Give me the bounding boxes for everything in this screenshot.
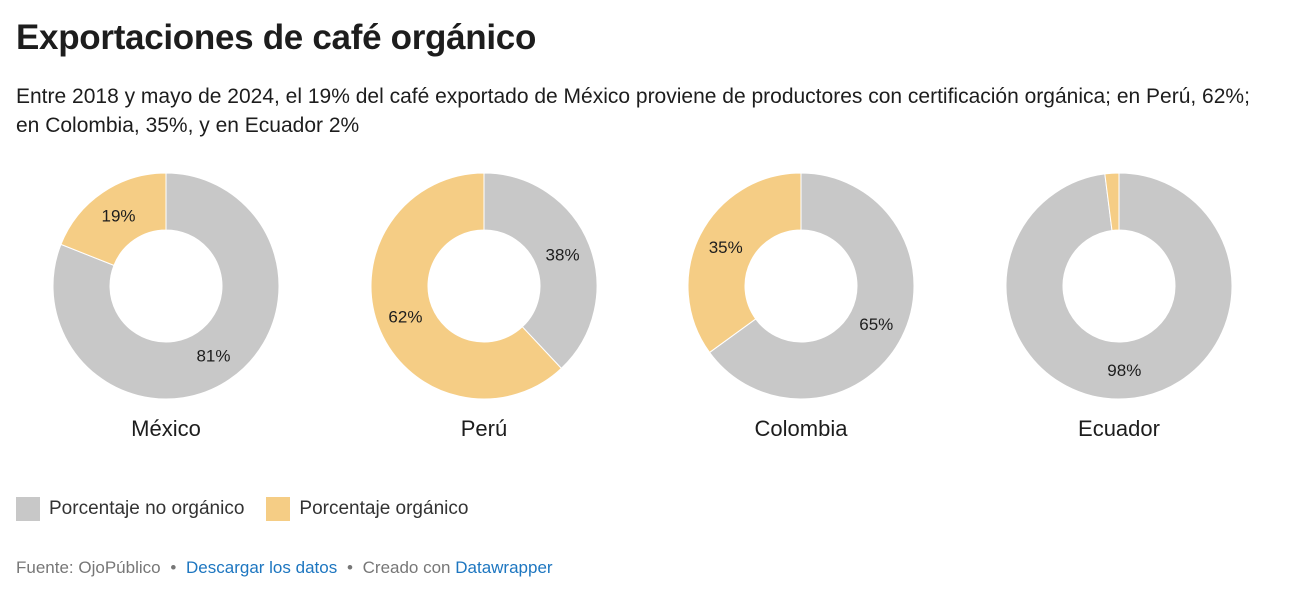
- download-data-link[interactable]: Descargar los datos: [186, 558, 338, 577]
- slice-organico-label: 35%: [709, 238, 743, 257]
- slice-no-organico-label: 65%: [859, 315, 893, 334]
- donut-charts: 81% 19% México 38% 62% Perú 65% 35% Colombia 98% E…: [0, 160, 1290, 460]
- slice-no-organico-label: 81%: [196, 346, 230, 365]
- slice-organico[interactable]: [687, 172, 802, 354]
- legend: Porcentaje no orgánico Porcentaje orgánic…: [16, 497, 490, 521]
- source-text: Fuente: OjoPúblico: [16, 558, 161, 577]
- datawrapper-link[interactable]: Datawrapper: [455, 558, 553, 577]
- donut-chart-4: 98% Ecuador: [979, 160, 1259, 460]
- legend-swatch: [266, 497, 291, 521]
- slice-no-organico[interactable]: [1005, 172, 1233, 400]
- donut-svg: 38% 62%: [370, 172, 598, 400]
- slice-organico[interactable]: [1104, 172, 1120, 232]
- slice-no-organico[interactable]: [708, 172, 915, 400]
- slice-organico-label: 19%: [101, 207, 135, 226]
- legend-swatch: [16, 497, 40, 521]
- footer-separator: •: [170, 558, 177, 577]
- donut-svg: 98%: [1005, 172, 1233, 400]
- chart-title: Exportaciones de café orgánico: [16, 18, 537, 57]
- legend-item-2: Porcentaje orgánico: [266, 497, 468, 521]
- created-with-text: Creado con: [362, 558, 451, 577]
- donut-chart-1: 81% 19% México: [26, 160, 306, 460]
- donut-svg: 81% 19%: [52, 172, 280, 400]
- slice-no-organico-label: 38%: [546, 245, 580, 264]
- slice-organico-label: 62%: [388, 308, 422, 327]
- slice-no-organico-label: 98%: [1107, 361, 1141, 380]
- slice-organico[interactable]: [60, 172, 167, 267]
- footer: Fuente: OjoPúblico • Descargar los datos…: [16, 558, 553, 578]
- slice-no-organico[interactable]: [483, 172, 598, 370]
- legend-label: Porcentaje no orgánico: [49, 498, 245, 519]
- footer-separator: •: [346, 558, 353, 577]
- donut-chart-3: 65% 35% Colombia: [661, 160, 941, 460]
- donut-svg: 65% 35%: [687, 172, 915, 400]
- chart-subtitle: Entre 2018 y mayo de 2024, el 19% del ca…: [16, 85, 1250, 137]
- chart-label: Colombia: [754, 416, 848, 441]
- legend-label: Porcentaje orgánico: [299, 498, 469, 519]
- legend-item-1: Porcentaje no orgánico: [16, 497, 244, 521]
- slice-organico[interactable]: [370, 172, 563, 400]
- chart-label: Ecuador: [1078, 416, 1160, 441]
- chart-label: México: [131, 416, 201, 441]
- donut-chart-2: 38% 62% Perú: [344, 160, 624, 460]
- chart-label: Perú: [460, 416, 508, 441]
- slice-no-organico[interactable]: [52, 172, 280, 400]
